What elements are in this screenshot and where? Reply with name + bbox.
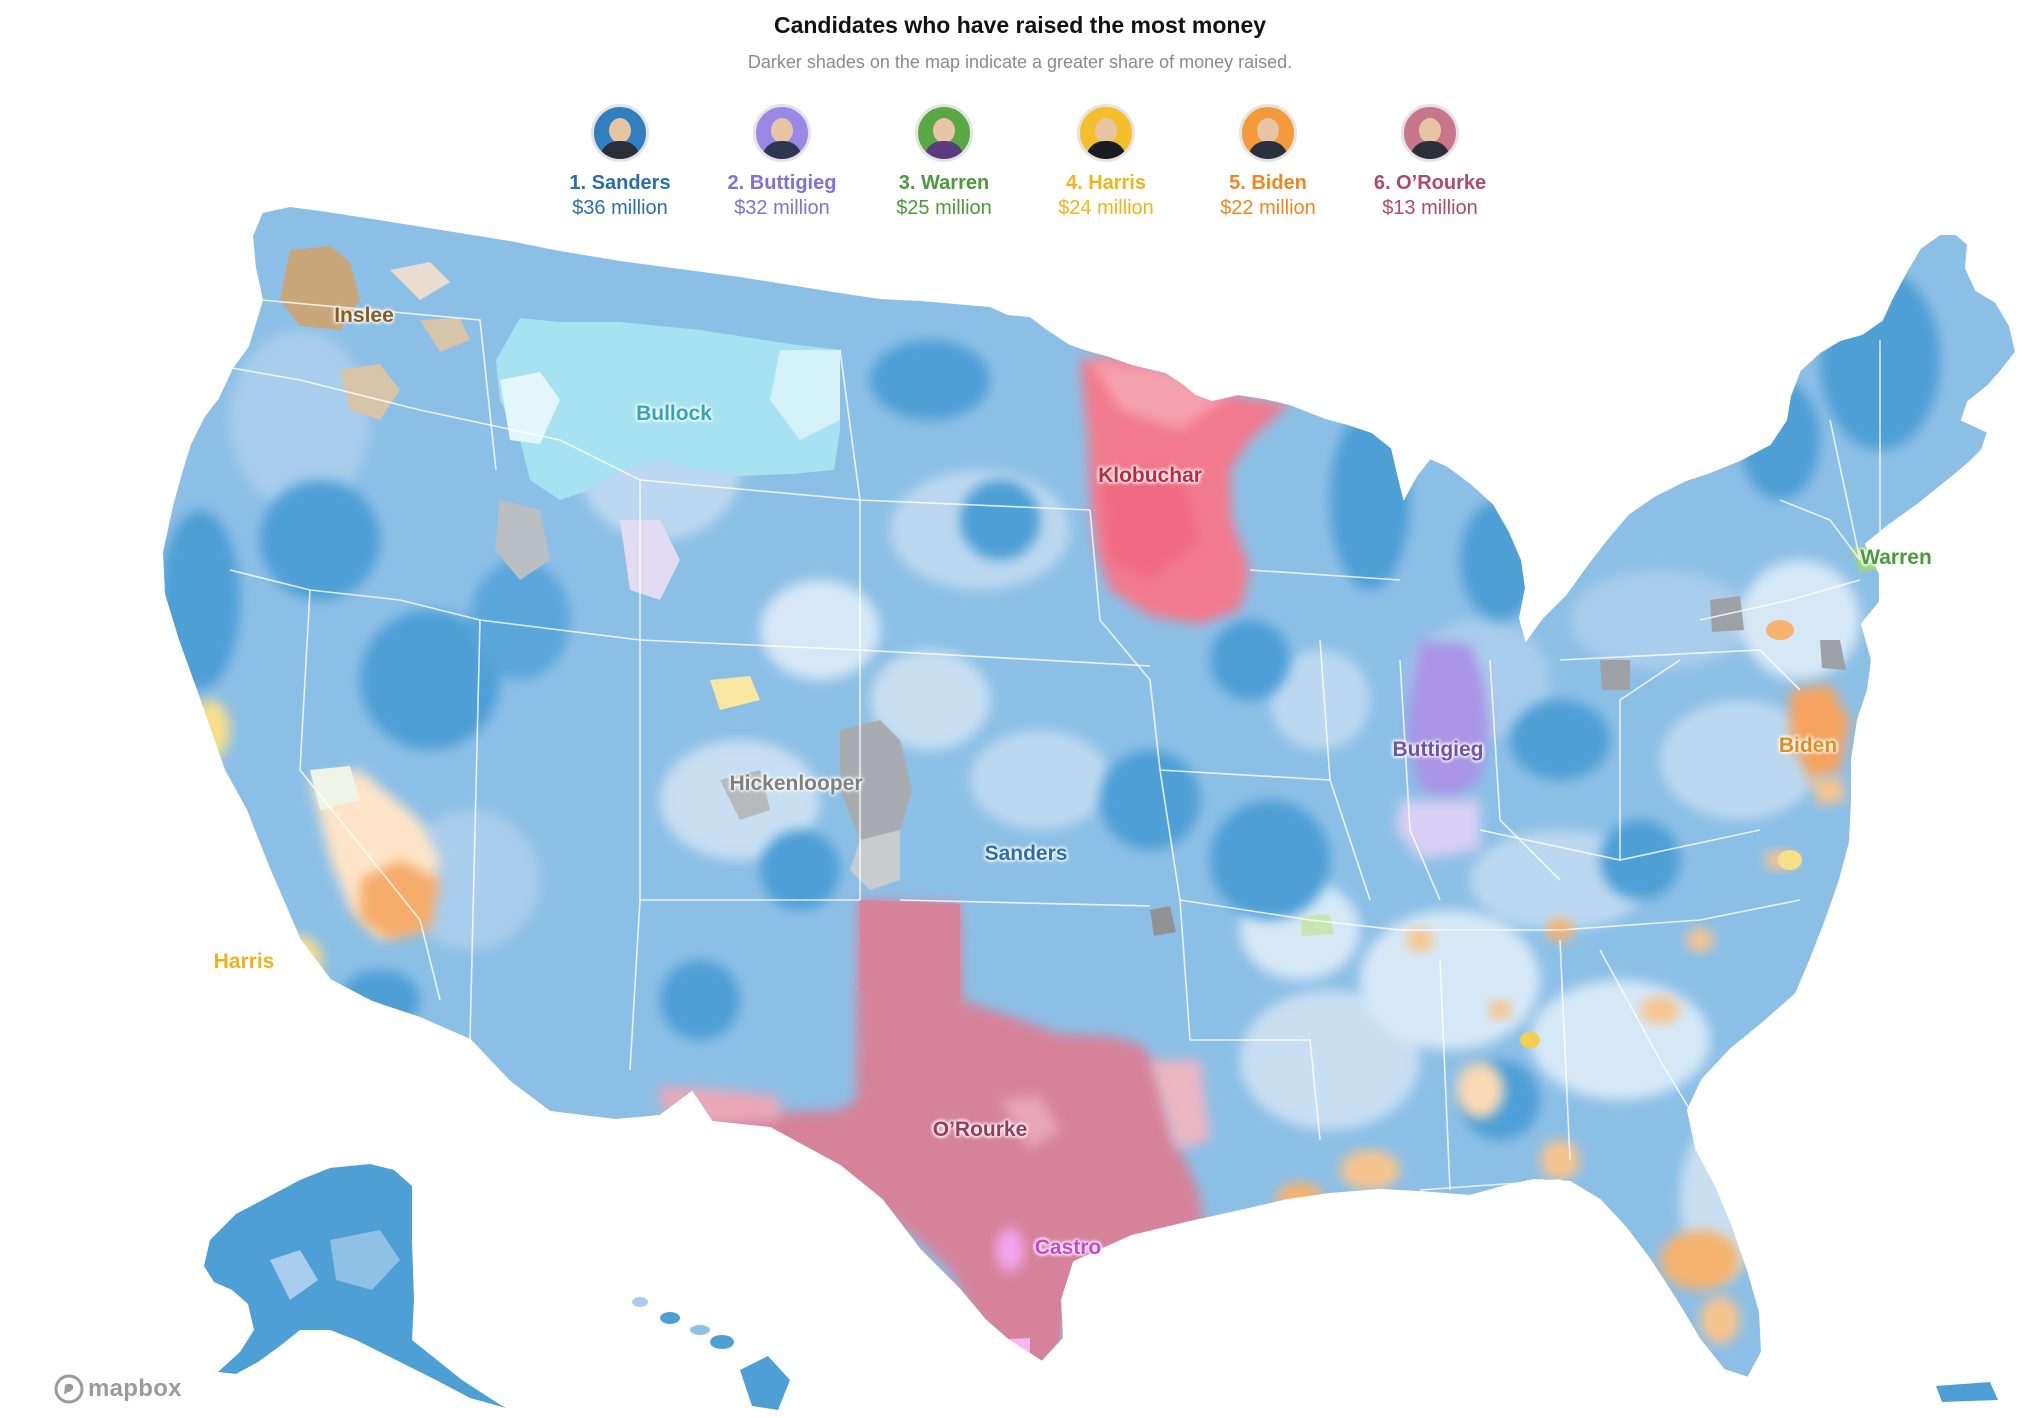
mapbox-logo-icon	[54, 1374, 84, 1404]
klobuchar-region	[1080, 358, 1290, 624]
map-label-orourke: O’Rourke	[932, 1118, 1028, 1141]
map-label-hickenlooper: Hickenlooper	[729, 772, 863, 795]
bullock-region	[496, 318, 840, 500]
candidate-biden: 5. Biden $22 million	[1193, 104, 1343, 220]
candidate-amount: $22 million	[1220, 197, 1316, 219]
map-label-harris: Harris	[213, 950, 275, 973]
candidate-orourke: 6. O’Rourke $13 million	[1355, 104, 1505, 220]
page-subtitle: Darker shades on the map indicate a grea…	[747, 52, 1293, 72]
biden-region	[1276, 620, 1850, 1344]
map-label-sanders: Sanders	[984, 842, 1068, 865]
harris-avatar-icon	[1077, 104, 1135, 162]
candidate-sanders: 1. Sanders $36 million	[545, 104, 695, 220]
candidate-name: 5. Biden	[1229, 172, 1307, 194]
mapbox-attribution[interactable]: mapbox	[54, 1374, 182, 1404]
candidate-buttigieg: 2. Buttigieg $32 million	[707, 104, 857, 220]
map-label-castro: Castro	[1034, 1236, 1102, 1259]
candidate-name: 1. Sanders	[569, 172, 671, 194]
candidate-amount: $13 million	[1382, 197, 1478, 219]
candidate-name: 6. O’Rourke	[1373, 172, 1487, 194]
orourke-region	[660, 900, 1210, 1370]
sanders-avatar-icon	[591, 104, 649, 162]
alaska[interactable]	[204, 1164, 506, 1408]
biden-avatar-icon	[1239, 104, 1297, 162]
sanders-light-areas	[230, 330, 1860, 1280]
state-borders	[229, 299, 1881, 1201]
hickenlooper-region	[495, 500, 1846, 936]
inslee-region	[280, 246, 470, 420]
map-label-inslee: Inslee	[334, 304, 394, 327]
map-label-warren: Warren	[1860, 546, 1932, 569]
candidate-harris: 4. Harris $24 million	[1031, 104, 1181, 220]
mapbox-text: mapbox	[88, 1375, 182, 1402]
hawaii[interactable]	[632, 1297, 790, 1410]
orourke-avatar-icon	[1401, 104, 1459, 162]
lower-48[interactable]	[150, 200, 2030, 1380]
page-title: Candidates who have raised the most mone…	[773, 12, 1267, 38]
candidate-name: 3. Warren	[898, 172, 990, 194]
candidate-amount: $24 million	[1058, 197, 1154, 219]
candidate-amount: $36 million	[572, 197, 668, 219]
map-label-buttigieg: Buttigieg	[1392, 738, 1484, 761]
map-label-klobuchar: Klobuchar	[1098, 464, 1202, 487]
puerto-rico[interactable]	[1936, 1382, 1998, 1402]
candidate-amount: $32 million	[734, 197, 830, 219]
buttigieg-avatar-icon	[753, 104, 811, 162]
candidate-name: 4. Harris	[1065, 172, 1147, 194]
candidate-warren: 3. Warren $25 million	[869, 104, 1019, 220]
map-label-biden: Biden	[1778, 734, 1838, 757]
warren-avatar-icon	[915, 104, 973, 162]
candidate-name: 2. Buttigieg	[727, 172, 837, 194]
map-label-bullock: Bullock	[636, 402, 712, 425]
candidate-amount: $25 million	[896, 197, 992, 219]
